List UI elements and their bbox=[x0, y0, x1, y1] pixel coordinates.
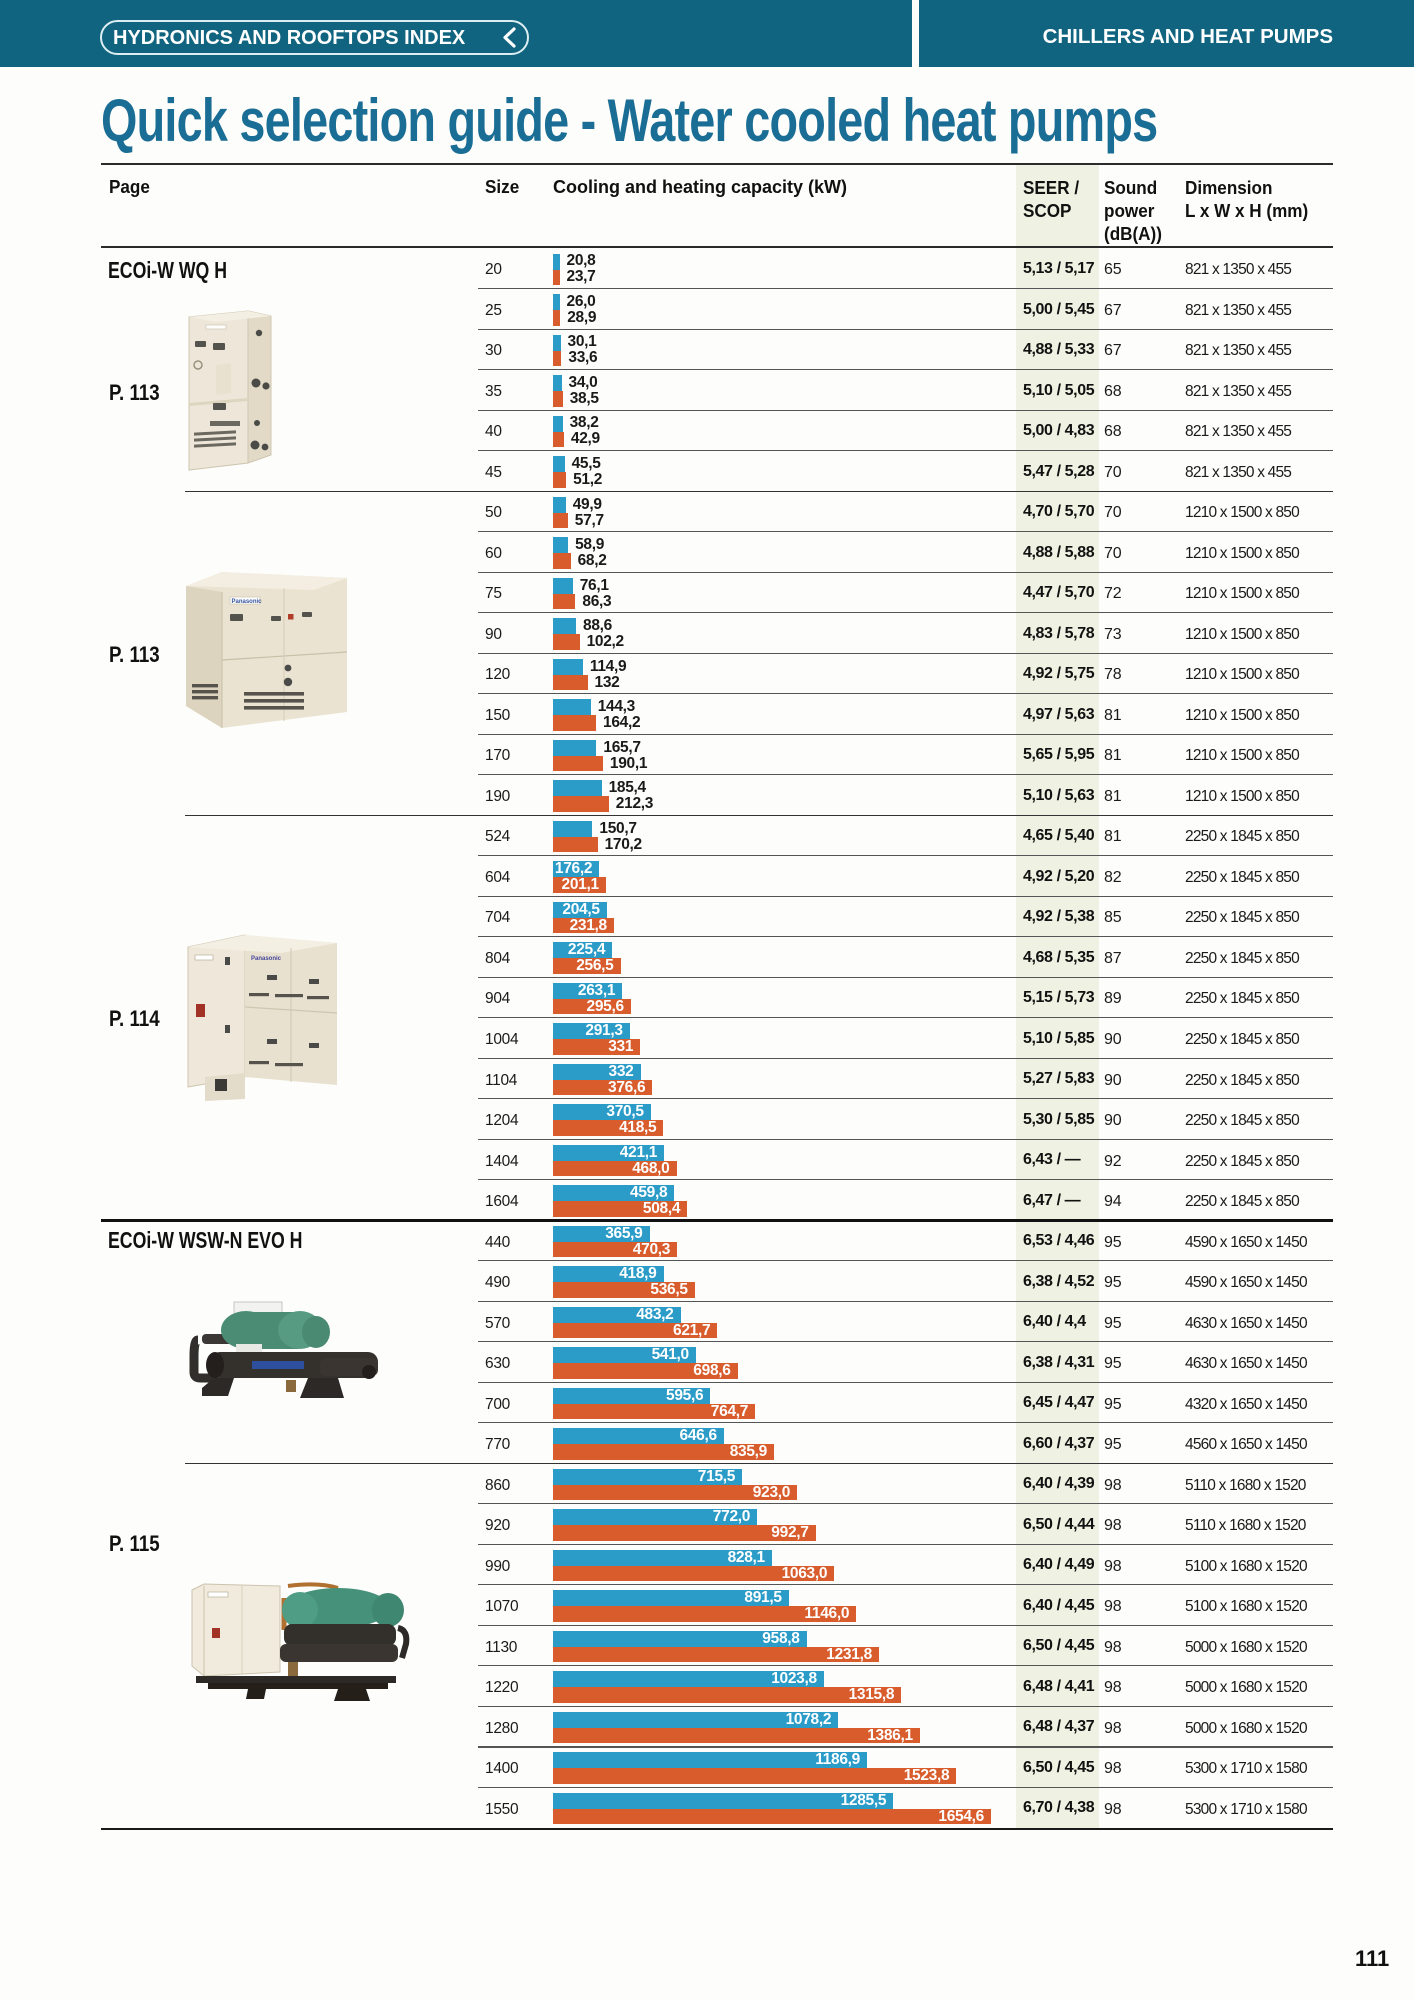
svg-text:Panasonic: Panasonic bbox=[251, 956, 282, 962]
svg-text:Panasonic: Panasonic bbox=[232, 599, 263, 605]
